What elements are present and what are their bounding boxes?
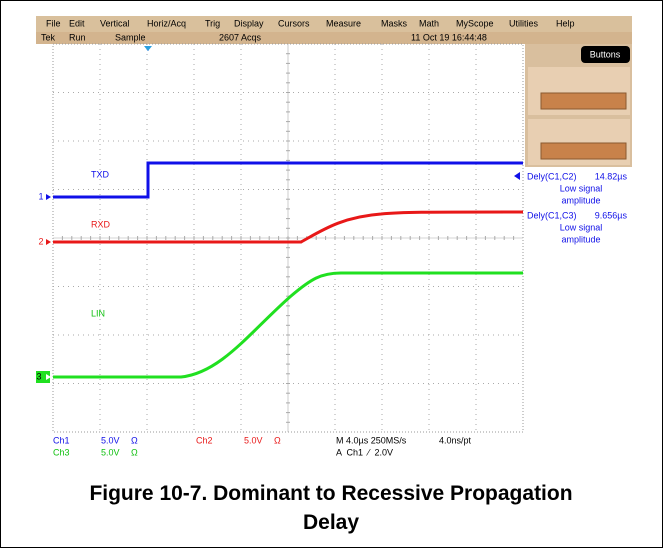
menu-item[interactable]: Utilities: [509, 18, 539, 28]
panel-button[interactable]: [540, 142, 627, 160]
panel-button[interactable]: [540, 92, 627, 110]
menu-item[interactable]: MyScope: [456, 18, 494, 28]
txd-trace: [53, 161, 523, 199]
readout-trigger: A Ch1 ⁄ 2.0V: [336, 447, 393, 457]
status-datetime: 11 Oct 19 16:44:48: [411, 32, 487, 42]
readout-ch2: Ch2: [196, 435, 213, 445]
menu-item[interactable]: Vertical: [100, 18, 130, 28]
status-brand: Tek: [41, 32, 56, 42]
menu-bar: [36, 16, 632, 32]
lin-trace: [53, 271, 523, 379]
buttons-label: Buttons: [590, 49, 621, 59]
readout-ch3: Ω: [131, 447, 138, 457]
readout-ch3: 5.0V: [101, 447, 120, 457]
rxd-trace: [53, 210, 524, 244]
trace-label: RXD: [91, 219, 111, 229]
measure-arrow: [514, 172, 520, 180]
menu-item[interactable]: Cursors: [278, 18, 310, 28]
readout-ch2: 5.0V: [244, 435, 263, 445]
trace-marker-arrow: [46, 374, 51, 380]
menu-item[interactable]: Display: [234, 18, 264, 28]
menu-item[interactable]: Horiz/Acq: [147, 18, 186, 28]
menu-item[interactable]: Help: [556, 18, 575, 28]
menu-item[interactable]: File: [46, 18, 61, 28]
ch3-marker-box: [36, 371, 50, 383]
readout-timebase: M 4.0µs 250MS/s: [336, 435, 407, 445]
measurement-note: Low signal: [560, 183, 603, 193]
measurement-label: Dely(C1,C2): [527, 171, 577, 181]
readout-ch1: Ω: [131, 435, 138, 445]
buttons-button[interactable]: [581, 46, 630, 63]
readout-ch1: Ch1: [53, 435, 70, 445]
readout-ch1: 5.0V: [101, 435, 120, 445]
measurement-note: amplitude: [561, 234, 600, 244]
caption: Figure 10-7. Dominant to Recessive Propa…: [89, 482, 573, 534]
status-acq-mode: Sample: [115, 32, 146, 42]
menu-item[interactable]: Trig: [205, 18, 220, 28]
status-acqs: 2607 Acqs: [219, 32, 262, 42]
trace-marker: 3: [36, 371, 41, 381]
menu-item[interactable]: Measure: [326, 18, 361, 28]
trace-marker-arrow: [46, 194, 51, 200]
measurement-value: 14.82µs: [595, 171, 628, 181]
measurement-label: Dely(C1,C3): [527, 210, 577, 220]
trace-label: TXD: [91, 169, 110, 179]
menu-item[interactable]: Masks: [381, 18, 408, 28]
status-bar: [36, 32, 632, 44]
menu-item[interactable]: Math: [419, 18, 439, 28]
measurement-note: Low signal: [560, 222, 603, 232]
measurement-value: 9.656µs: [595, 210, 628, 220]
grid: [53, 44, 523, 432]
trace-marker-arrow: [46, 239, 51, 245]
readout-timebase: 4.0ns/pt: [439, 435, 472, 445]
trace-marker: 1: [38, 191, 43, 201]
trigger-marker: [144, 46, 152, 51]
trace-marker: 2: [38, 236, 43, 246]
readout-ch2: Ω: [274, 435, 281, 445]
measurement-note: amplitude: [561, 195, 600, 205]
trace-label: LIN: [91, 308, 105, 318]
readout-ch3: Ch3: [53, 447, 70, 457]
status-state: Run: [69, 32, 86, 42]
menu-item[interactable]: Edit: [69, 18, 85, 28]
scope-screen: File Edit Vertical Horiz/Acq Trig Display Curs…: [36, 16, 632, 457]
